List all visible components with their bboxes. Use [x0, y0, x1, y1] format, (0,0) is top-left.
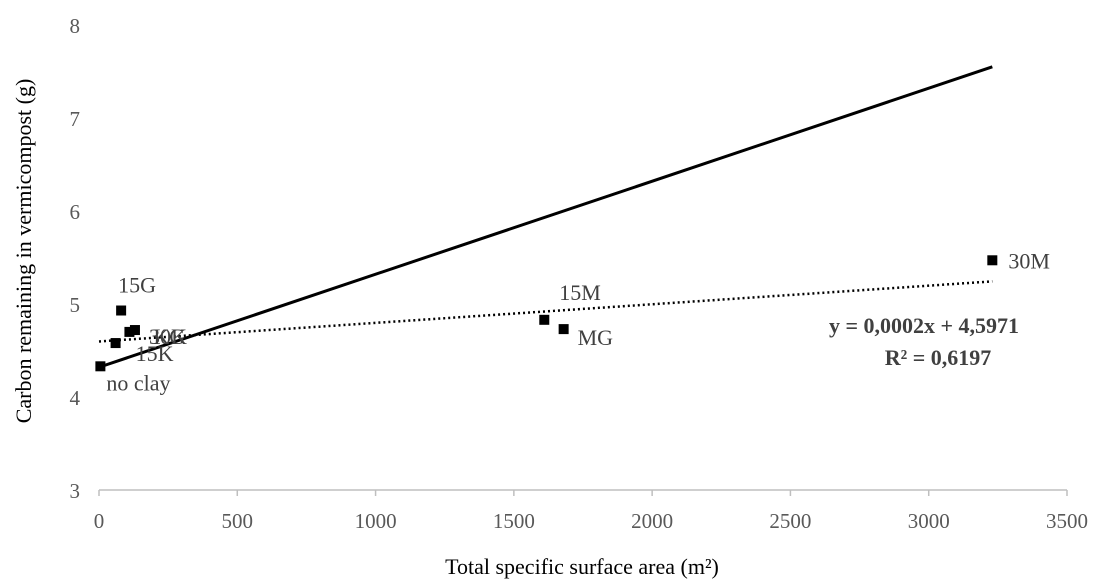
y-tick-label: 3	[70, 479, 81, 503]
data-point	[95, 361, 106, 372]
data-points	[95, 255, 998, 372]
y-axis-ticks: 3 4 5 6 7 8	[70, 14, 81, 503]
point-label: 15G	[118, 273, 156, 298]
x-axis: 0 500 1000 1500 2000 2500 3000 3500	[94, 489, 1088, 533]
solid-line	[98, 65, 993, 369]
trend-lines	[98, 65, 993, 369]
x-tick-label: 3500	[1046, 509, 1088, 533]
data-point	[558, 324, 569, 335]
trendline-equation: y = 0,0002x + 4,5971	[829, 313, 1019, 338]
x-tick-label: 2000	[631, 509, 673, 533]
data-point	[110, 338, 121, 349]
data-point	[987, 255, 998, 266]
x-axis-label: Total specific surface area (m²)	[445, 554, 719, 579]
point-label: no clay	[106, 370, 170, 395]
point-label: 30M	[1008, 248, 1050, 273]
data-point	[539, 314, 550, 325]
linear-trendline	[98, 280, 993, 343]
data-point	[129, 325, 140, 336]
x-tick-label: 2500	[769, 509, 811, 533]
data-point	[124, 326, 135, 337]
point-label: 30K	[149, 324, 187, 349]
y-tick-label: 8	[70, 14, 81, 38]
point-label: 15K	[136, 341, 174, 366]
x-tick-label: 1500	[493, 509, 535, 533]
point-label: MG	[578, 325, 614, 350]
y-axis-label: Carbon remaining in vermicompost (g)	[11, 79, 36, 424]
y-tick-label: 6	[70, 200, 81, 224]
point-label: 15M	[559, 280, 601, 305]
data-point	[116, 305, 127, 316]
trendline-r-squared: R² = 0,6197	[885, 345, 992, 370]
y-tick-label: 7	[70, 107, 81, 131]
x-tick-label: 1000	[355, 509, 397, 533]
y-tick-label: 5	[70, 293, 81, 317]
x-tick-label: 3000	[908, 509, 950, 533]
y-tick-label: 4	[70, 386, 81, 410]
x-tick-label: 0	[94, 509, 105, 533]
point-label: KG	[153, 324, 185, 349]
x-tick-label: 500	[222, 509, 254, 533]
